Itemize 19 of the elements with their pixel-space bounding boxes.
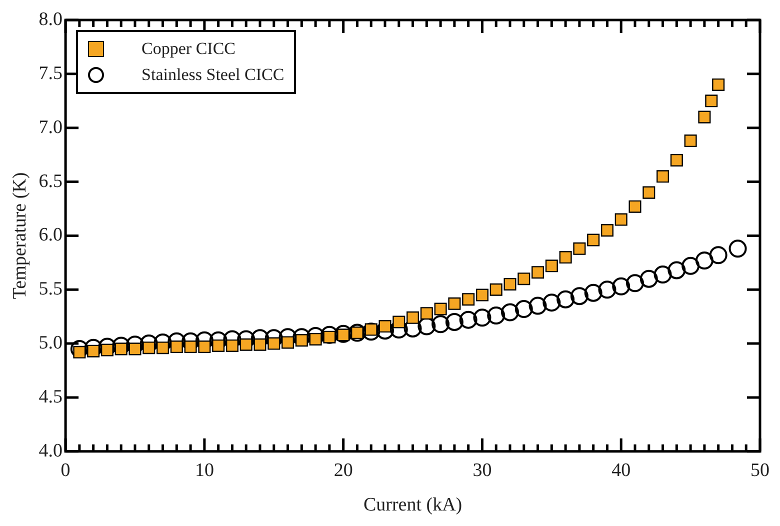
y-tick-label: 5.5 bbox=[38, 278, 63, 300]
y-tick-label: 6.0 bbox=[38, 224, 63, 246]
y-tick-label: 7.5 bbox=[38, 62, 63, 84]
x-tick-label: 20 bbox=[334, 460, 353, 481]
y-tick-label: 4.5 bbox=[38, 386, 63, 408]
y-tick-label: 8.0 bbox=[38, 8, 63, 30]
y-tick-label: 6.5 bbox=[38, 170, 63, 192]
legend-label: Stainless Steel CICC bbox=[142, 65, 284, 85]
x-tick-label: 0 bbox=[60, 460, 70, 481]
legend-label: Copper CICC bbox=[142, 39, 236, 59]
x-axis-title: Current (kA) bbox=[363, 494, 462, 516]
x-tick-label: 50 bbox=[750, 460, 770, 481]
x-tick-label: 10 bbox=[194, 460, 214, 481]
y-tick-label: 4.0 bbox=[38, 440, 63, 462]
y-tick-label: 7.0 bbox=[38, 116, 63, 138]
y-tick-label: 5.0 bbox=[38, 332, 63, 354]
x-tick-label: 40 bbox=[612, 460, 631, 481]
x-tick-label: 30 bbox=[472, 460, 492, 481]
y-axis-title: Temperature (K) bbox=[9, 172, 30, 300]
